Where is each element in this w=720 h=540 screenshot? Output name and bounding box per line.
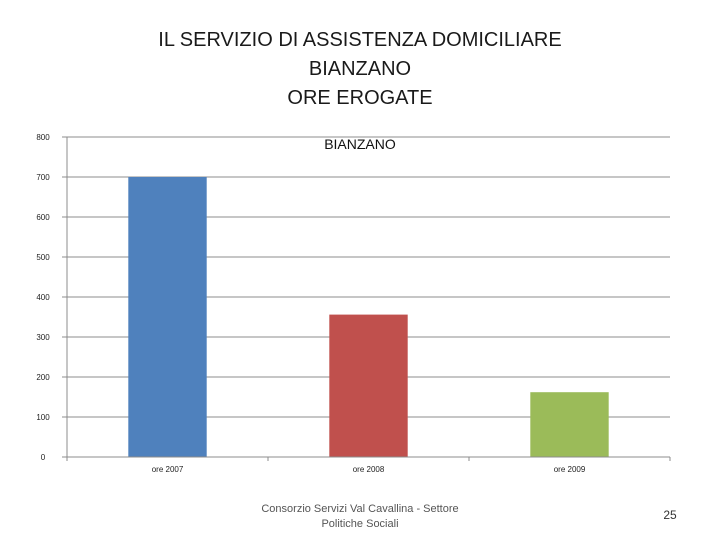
y-tick-label: 100 (36, 413, 50, 422)
footer-text: Consorzio Servizi Val Cavallina - Settor… (261, 503, 459, 530)
x-tick-label: ore 2007 (152, 465, 184, 474)
bar-3 (530, 392, 609, 457)
page-number: 25 (663, 508, 677, 522)
y-axis-ticks: 0 100 200 300 400 500 600 700 800 (36, 133, 67, 462)
x-axis-labels: ore 2007 ore 2008 ore 2009 (152, 465, 586, 474)
y-tick-label: 300 (36, 333, 50, 342)
title-line-1: IL SERVIZIO DI ASSISTENZA DOMICILIARE (158, 29, 562, 51)
y-tick-label: 200 (36, 373, 50, 382)
x-tick-label: ore 2008 (353, 465, 385, 474)
y-tick-label: 800 (36, 133, 50, 142)
y-tick-label: 0 (41, 453, 46, 462)
bar-1 (128, 177, 207, 457)
bars (128, 177, 609, 457)
y-tick-label: 400 (36, 293, 50, 302)
axes (66, 137, 671, 461)
bar-2 (329, 314, 408, 457)
x-tick-label: ore 2009 (554, 465, 586, 474)
y-tick-label: 700 (36, 173, 50, 182)
chart-title: BIANZANO (324, 136, 396, 152)
slide-title: IL SERVIZIO DI ASSISTENZA DOMICILIARE BI… (0, 26, 720, 113)
y-tick-label: 600 (36, 213, 50, 222)
y-tick-label: 500 (36, 253, 50, 262)
title-line-2: BIANZANO (308, 58, 412, 80)
title-line-3: ORE EROGATE (287, 87, 433, 109)
